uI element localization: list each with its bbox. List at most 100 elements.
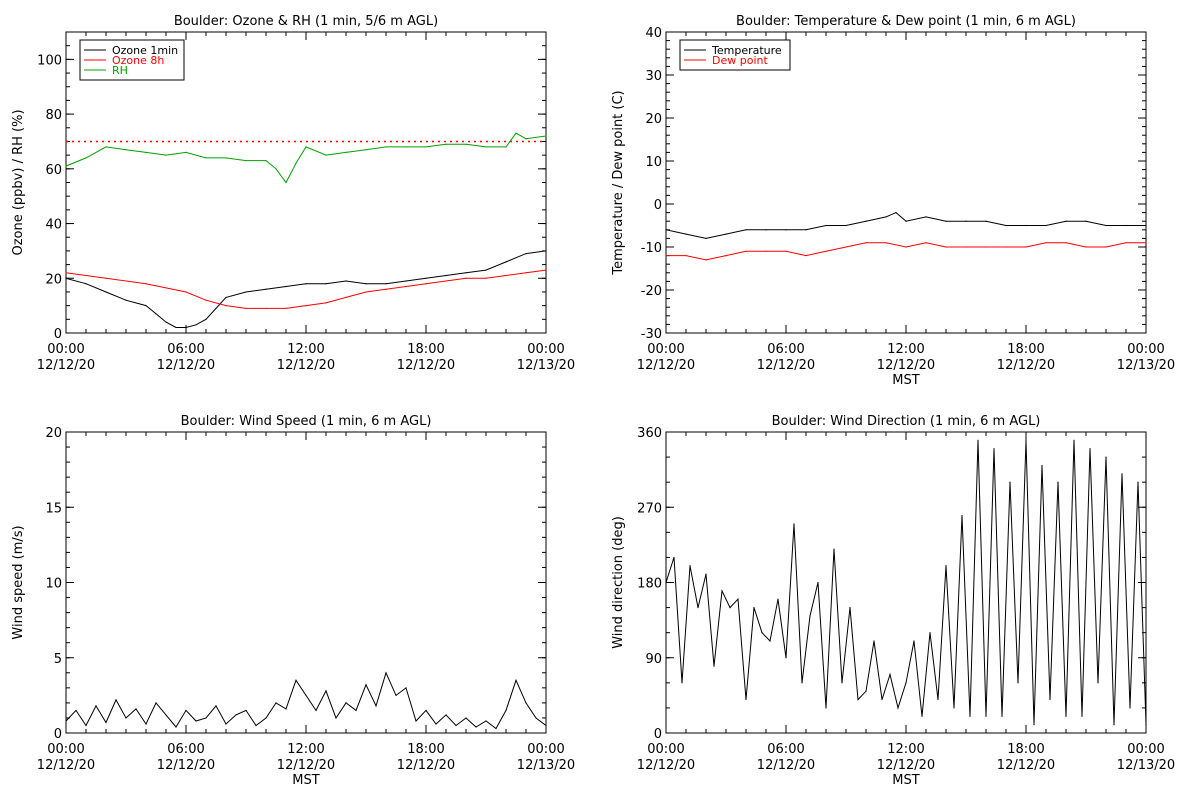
data-point (525, 702, 527, 704)
y-tick-label: 360 (637, 426, 662, 441)
data-point (325, 283, 327, 285)
x-tick-label-date: 12/12/20 (877, 358, 935, 373)
data-point (801, 682, 803, 684)
data-point (885, 216, 887, 218)
y-tick-label: 180 (637, 577, 662, 592)
data-point (873, 640, 875, 642)
data-point (495, 727, 497, 730)
data-point (737, 598, 739, 600)
data-point (977, 439, 979, 441)
x-tick-label-time: 18:00 (407, 742, 444, 757)
data-point (265, 307, 267, 309)
data-point (937, 698, 939, 701)
data-point (165, 714, 167, 716)
data-point (1105, 224, 1107, 227)
y-tick-label: 100 (37, 53, 62, 68)
data-point (725, 233, 727, 235)
data-point (265, 160, 267, 162)
data-point (765, 229, 767, 231)
x-tick-label-time: 00:00 (527, 342, 564, 357)
data-point (1113, 724, 1115, 726)
x-tick-label-time: 00:00 (1127, 342, 1164, 357)
data-point (849, 606, 851, 609)
data-point (885, 242, 887, 244)
legend-label: RH (112, 64, 128, 77)
data-point (285, 708, 287, 710)
data-point (465, 277, 467, 279)
plot-frame (665, 31, 1147, 334)
data-point (845, 224, 847, 227)
data-point (785, 657, 787, 659)
data-point (65, 277, 67, 279)
data-point (1125, 242, 1127, 244)
data-point (913, 640, 915, 642)
data-point (215, 307, 217, 309)
data-point (355, 709, 357, 712)
y-axis-label: Wind direction (deg) (611, 516, 626, 649)
y-tick-label: 5 (54, 652, 62, 667)
data-point (525, 272, 527, 274)
data-point (825, 707, 827, 709)
data-point (485, 269, 487, 271)
data-point (1033, 724, 1035, 726)
series-line-rh (66, 132, 546, 184)
series-line-1 (66, 671, 546, 730)
data-point (255, 724, 257, 727)
data-point (689, 565, 691, 567)
data-point (145, 305, 147, 307)
data-point (865, 690, 867, 692)
legend-label: Dew point (712, 54, 768, 67)
data-point (777, 598, 779, 600)
data-point (295, 679, 297, 681)
data-point (305, 283, 307, 285)
data-point (325, 690, 327, 692)
data-point (925, 216, 927, 218)
data-point (265, 717, 267, 719)
x-tick-label-time: 00:00 (647, 742, 684, 757)
data-point (1145, 724, 1147, 726)
data-point (405, 280, 407, 282)
data-point (1085, 220, 1087, 222)
data-point (895, 212, 897, 214)
data-point (305, 146, 307, 148)
data-point (745, 698, 747, 701)
data-point (285, 181, 287, 184)
data-point (505, 274, 507, 277)
data-point (1097, 682, 1099, 684)
data-point (921, 715, 923, 717)
data-point (145, 283, 147, 285)
data-point (793, 523, 795, 525)
data-point (1045, 242, 1047, 244)
data-point (205, 717, 207, 719)
data-point (105, 291, 107, 293)
data-point (145, 723, 147, 725)
data-point (85, 157, 87, 159)
data-point (85, 283, 87, 285)
series-line-1 (666, 440, 1146, 725)
data-point (345, 702, 347, 704)
data-point (805, 229, 807, 231)
data-point (485, 720, 487, 722)
data-point (105, 721, 107, 724)
data-point (1065, 220, 1067, 222)
data-point (405, 146, 407, 148)
legend-label: Ozone 1min (112, 44, 178, 57)
data-point (535, 717, 537, 719)
data-point (985, 220, 987, 222)
data-point (705, 259, 707, 261)
data-point (275, 702, 277, 704)
data-point (265, 288, 267, 290)
data-point (1129, 707, 1131, 709)
x-tick-label-date: 12/12/20 (277, 358, 335, 373)
data-point (845, 246, 847, 248)
data-point (305, 305, 307, 307)
data-point (897, 707, 899, 709)
y-tick-label: 20 (45, 426, 62, 441)
y-tick-label: 15 (45, 501, 62, 516)
data-point (1125, 224, 1127, 227)
y-tick-label: 0 (54, 727, 62, 742)
data-point (965, 220, 967, 222)
data-point (545, 724, 547, 727)
data-point (745, 229, 747, 231)
